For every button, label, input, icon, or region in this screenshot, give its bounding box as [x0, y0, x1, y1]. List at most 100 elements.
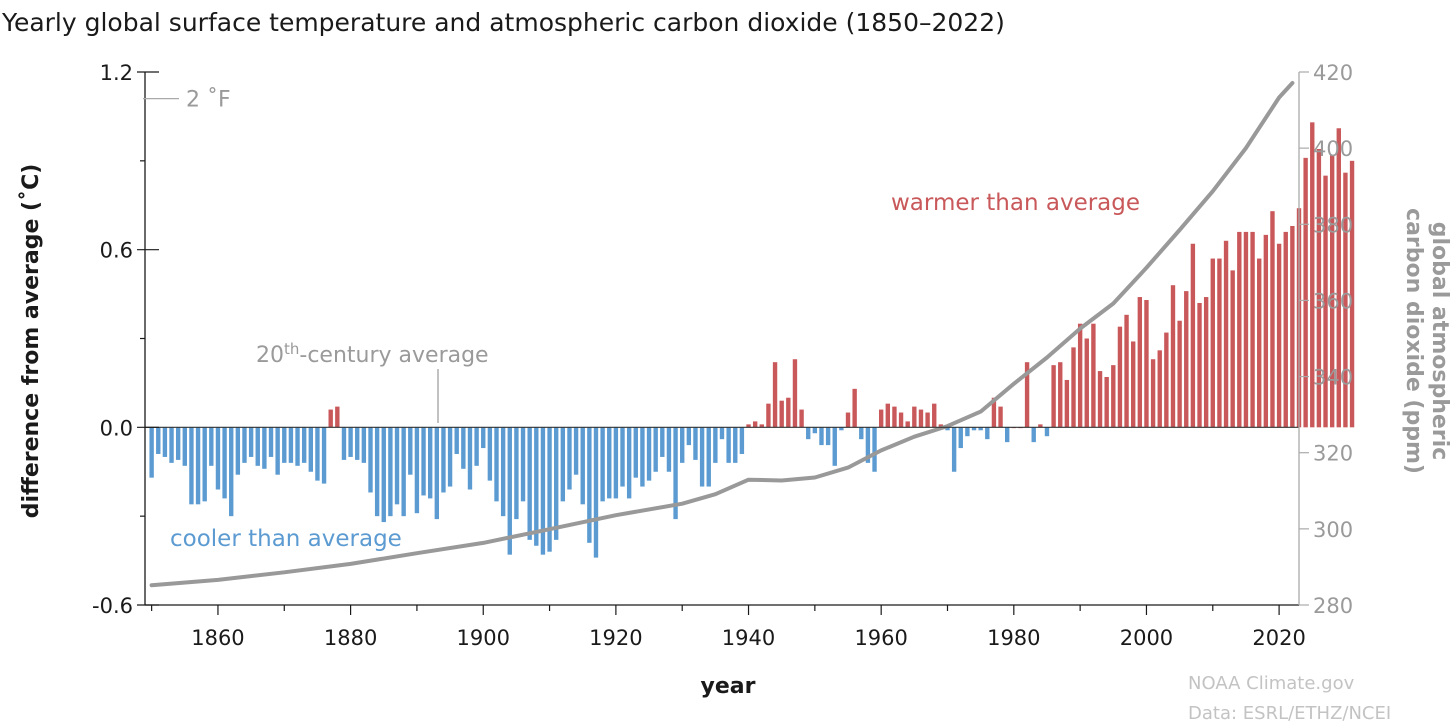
temperature-bar-2030 — [1343, 172, 1348, 428]
temperature-bar-1921 — [620, 427, 625, 487]
temperature-bar-1901 — [487, 427, 493, 481]
temperature-bar-1863 — [235, 427, 241, 475]
x-axis-title: year — [701, 674, 756, 699]
temperature-bar-1927 — [660, 427, 665, 457]
temperature-bar-1987 — [1058, 362, 1063, 428]
temperature-bar-1967 — [925, 412, 930, 428]
warmer-annotation: warmer than average — [891, 190, 1140, 216]
temperature-bar-1878 — [335, 406, 340, 428]
temperature-bar-1959 — [872, 427, 877, 472]
temperature-bar-1958 — [865, 427, 871, 463]
temperature-bar-1875 — [315, 427, 320, 481]
temperature-bar-1945 — [779, 400, 784, 428]
temperature-bar-1913 — [567, 427, 572, 490]
temperature-bar-2006 — [1184, 291, 1189, 428]
temperature-bar-1986 — [1051, 365, 1056, 428]
baseline-superscript: th — [284, 340, 299, 358]
temperature-bar-1932 — [693, 427, 698, 460]
x-tick-label-8: 2020 — [1252, 626, 1305, 650]
temperature-bar-1894 — [441, 427, 446, 493]
temperature-bar-1928 — [666, 427, 672, 472]
temperature-bar-1860 — [215, 427, 221, 490]
temperature-bar-1970 — [945, 427, 950, 431]
temperature-bar-1881 — [355, 427, 360, 460]
temperature-bar-1992 — [1091, 323, 1096, 428]
temperature-bar-1943 — [766, 403, 771, 428]
temperature-bar-1964 — [905, 421, 910, 428]
temperature-bar-1895 — [447, 427, 453, 487]
temperature-bar-1991 — [1084, 338, 1089, 428]
temperature-bar-1993 — [1097, 371, 1103, 428]
temperature-bar-1861 — [222, 427, 227, 499]
temperature-bar-2021 — [1283, 231, 1288, 428]
temperature-bar-1872 — [295, 427, 300, 466]
temperature-bar-1859 — [209, 427, 214, 466]
temperature-bar-1918 — [600, 427, 605, 502]
temperature-bar-1954 — [839, 427, 844, 431]
temperature-bar-2004 — [1170, 285, 1176, 428]
temperature-bar-1877 — [328, 409, 333, 428]
temperature-bar-2022 — [1290, 225, 1295, 428]
temperature-bar-1899 — [474, 427, 479, 466]
temperature-bar-2001 — [1150, 359, 1156, 428]
x-tick-label-0: 1860 — [191, 626, 244, 650]
temperature-bar-1912 — [560, 427, 566, 502]
temperature-bar-1916 — [587, 427, 592, 543]
temperature-bar-1978 — [998, 406, 1003, 428]
temperature-bar-1983 — [1031, 427, 1036, 443]
temperature-bar-1937 — [726, 427, 731, 463]
temperature-bar-1862 — [229, 427, 234, 517]
temperature-bar-1960 — [878, 409, 884, 428]
x-tick-label-2: 1900 — [457, 626, 510, 650]
temperature-bar-1961 — [885, 403, 890, 428]
temperature-bar-1896 — [454, 427, 459, 454]
co2-line — [149, 81, 1295, 588]
temperature-bar-1914 — [573, 427, 579, 475]
temperature-bar-1955 — [845, 412, 851, 428]
y2-tick-label-3: 360 — [1313, 289, 1353, 313]
temperature-bar-1938 — [733, 427, 738, 463]
temperature-bar-1949 — [806, 427, 811, 440]
temperature-bar-1886 — [388, 427, 393, 517]
y2-tick-label-6: 300 — [1313, 518, 1353, 542]
temperature-bar-1994 — [1104, 376, 1109, 428]
temperature-bar-2016 — [1250, 231, 1255, 428]
baseline-annotation: 20th-century average — [256, 340, 489, 368]
temperature-bar-1930 — [680, 427, 685, 463]
temperature-bar-1884 — [374, 427, 380, 517]
temperature-bar-1965 — [912, 406, 917, 428]
temperature-bar-1888 — [401, 427, 406, 517]
temperature-bar-1997 — [1124, 314, 1129, 428]
baseline-prefix: 20 — [256, 343, 284, 368]
temperature-bar-1904 — [507, 427, 512, 555]
temperature-bar-1969 — [938, 424, 944, 428]
temperature-bar-1968 — [932, 403, 937, 428]
temperature-bar-1952 — [825, 427, 831, 446]
cooler-annotation: cooler than average — [170, 526, 402, 552]
y2-tick-label-2: 380 — [1313, 213, 1353, 237]
temperature-bar-1857 — [195, 427, 201, 505]
temperature-bar-1946 — [786, 397, 791, 428]
temperature-bar-1871 — [288, 427, 294, 463]
temperature-bar-1948 — [799, 409, 804, 428]
temperature-bar-1966 — [918, 409, 924, 428]
temperature-bar-1885 — [381, 427, 386, 523]
temperature-bar-1880 — [348, 427, 353, 457]
temperature-bar-1990 — [1077, 323, 1083, 428]
temperature-bar-1957 — [859, 427, 864, 440]
y2-tick-label-1: 400 — [1313, 137, 1353, 161]
temperature-bar-2017 — [1257, 258, 1262, 428]
temperature-bar-1947 — [792, 359, 798, 428]
y2-tick-label-7: 280 — [1313, 594, 1353, 618]
temperature-bar-1853 — [169, 427, 174, 463]
temperature-bar-1934 — [706, 427, 711, 487]
temperature-bar-1858 — [202, 427, 207, 502]
temperature-bar-1915 — [580, 427, 585, 505]
x-tick-label-3: 1920 — [589, 626, 642, 650]
temperature-bar-1852 — [162, 427, 168, 457]
temperature-bar-1864 — [242, 427, 247, 463]
temperature-bar-1869 — [275, 427, 280, 475]
temperature-bar-1984 — [1038, 424, 1043, 428]
x-tick-label-5: 1960 — [854, 626, 907, 650]
temperature-bar-1900 — [481, 427, 486, 449]
